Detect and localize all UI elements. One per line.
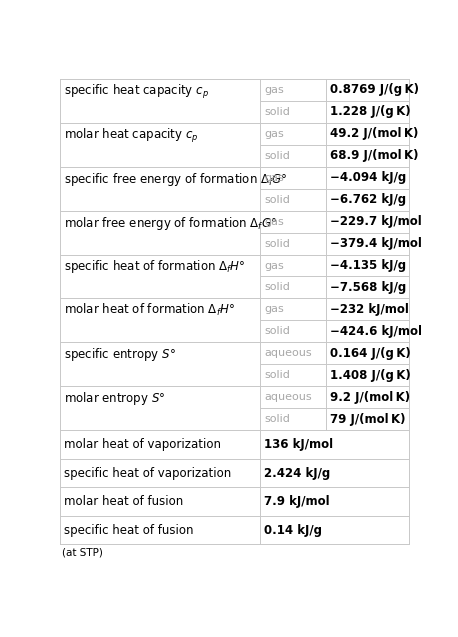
Text: 9.2 J/(mol K): 9.2 J/(mol K)	[330, 390, 410, 404]
Text: solid: solid	[264, 326, 290, 336]
Text: 136 kJ/mol: 136 kJ/mol	[264, 438, 333, 451]
Text: −229.7 kJ/mol: −229.7 kJ/mol	[330, 215, 421, 228]
Text: molar entropy $S°$: molar entropy $S°$	[64, 390, 166, 407]
Text: aqueous: aqueous	[264, 392, 312, 402]
Text: −232 kJ/mol: −232 kJ/mol	[330, 303, 409, 316]
Text: solid: solid	[264, 414, 290, 424]
Text: molar heat of fusion: molar heat of fusion	[64, 495, 184, 508]
Text: gas: gas	[264, 217, 284, 227]
Text: −424.6 kJ/mol: −424.6 kJ/mol	[330, 325, 422, 338]
Text: gas: gas	[264, 173, 284, 183]
Text: 0.8769 J/(g K): 0.8769 J/(g K)	[330, 83, 419, 96]
Text: specific heat of fusion: specific heat of fusion	[64, 524, 194, 536]
Text: specific free energy of formation $\Delta_f G°$: specific free energy of formation $\Delt…	[64, 171, 288, 188]
Text: molar heat of formation $\Delta_f H°$: molar heat of formation $\Delta_f H°$	[64, 303, 235, 318]
Text: gas: gas	[264, 304, 284, 315]
Text: molar heat capacity $c_p$: molar heat capacity $c_p$	[64, 127, 199, 145]
Text: 0.14 kJ/g: 0.14 kJ/g	[264, 524, 322, 536]
Text: −4.135 kJ/g: −4.135 kJ/g	[330, 259, 406, 272]
Text: aqueous: aqueous	[264, 348, 312, 359]
Text: (at STP): (at STP)	[62, 547, 103, 557]
Text: gas: gas	[264, 261, 284, 271]
Text: −4.094 kJ/g: −4.094 kJ/g	[330, 171, 406, 184]
Text: solid: solid	[264, 151, 290, 161]
Text: specific heat of vaporization: specific heat of vaporization	[64, 466, 232, 480]
Text: −379.4 kJ/mol: −379.4 kJ/mol	[330, 237, 422, 250]
Text: specific entropy $S°$: specific entropy $S°$	[64, 347, 176, 363]
Text: gas: gas	[264, 129, 284, 139]
Text: 68.9 J/(mol K): 68.9 J/(mol K)	[330, 149, 418, 162]
Text: 2.424 kJ/g: 2.424 kJ/g	[264, 466, 330, 480]
Text: 1.228 J/(g K): 1.228 J/(g K)	[330, 105, 410, 118]
Text: solid: solid	[264, 195, 290, 204]
Text: 0.164 J/(g K): 0.164 J/(g K)	[330, 347, 410, 360]
Text: specific heat capacity $c_p$: specific heat capacity $c_p$	[64, 83, 209, 101]
Text: gas: gas	[264, 85, 284, 95]
Text: solid: solid	[264, 107, 290, 117]
Text: molar heat of vaporization: molar heat of vaporization	[64, 438, 221, 451]
Text: 49.2 J/(mol K): 49.2 J/(mol K)	[330, 127, 418, 140]
Text: specific heat of formation $\Delta_f H°$: specific heat of formation $\Delta_f H°$	[64, 259, 246, 275]
Text: molar free energy of formation $\Delta_f G°$: molar free energy of formation $\Delta_f…	[64, 215, 278, 232]
Text: 79 J/(mol K): 79 J/(mol K)	[330, 413, 405, 426]
Text: 7.9 kJ/mol: 7.9 kJ/mol	[264, 495, 330, 508]
Text: −7.568 kJ/g: −7.568 kJ/g	[330, 281, 406, 294]
Text: −6.762 kJ/g: −6.762 kJ/g	[330, 193, 406, 206]
Text: solid: solid	[264, 370, 290, 380]
Text: solid: solid	[264, 282, 290, 292]
Text: solid: solid	[264, 239, 290, 248]
Text: 1.408 J/(g K): 1.408 J/(g K)	[330, 369, 410, 382]
